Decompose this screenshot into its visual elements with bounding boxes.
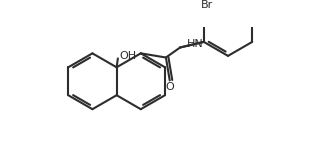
Text: O: O: [165, 82, 174, 92]
Text: Br: Br: [201, 0, 214, 10]
Text: OH: OH: [119, 51, 136, 61]
Text: HN: HN: [186, 39, 203, 49]
